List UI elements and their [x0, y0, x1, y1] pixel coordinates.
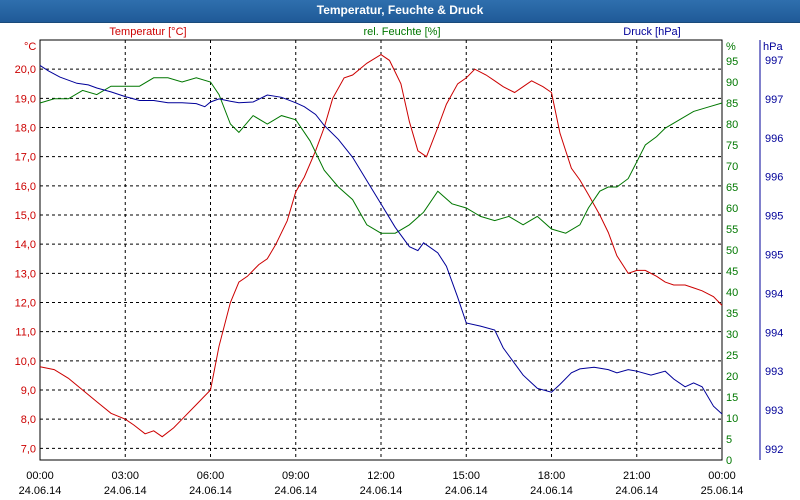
- humidity-tick-label: 50: [726, 245, 738, 257]
- temperature-unit: °C: [24, 41, 36, 53]
- humidity-tick-label: 45: [726, 266, 738, 278]
- temperature-tick-label: 17,0: [15, 152, 36, 164]
- x-tick-date: 24.06.14: [530, 485, 573, 497]
- humidity-tick-label: 0: [726, 455, 732, 467]
- humidity-tick-label: 80: [726, 119, 738, 131]
- pressure-tick-label: 996: [765, 133, 783, 145]
- humidity-tick-label: 70: [726, 161, 738, 173]
- humidity-tick-label: 65: [726, 182, 738, 194]
- temperature-tick-label: 13,0: [15, 268, 36, 280]
- window-title: Temperatur, Feuchte & Druck: [316, 3, 484, 17]
- temperature-tick-label: 7,0: [21, 443, 36, 455]
- pressure-axis-title: Druck [hPa]: [623, 26, 680, 38]
- x-tick-date: 24.06.14: [360, 485, 403, 497]
- x-tick-time: 00:00: [26, 470, 54, 482]
- pressure-tick-label: 997: [765, 94, 783, 106]
- x-tick-date: 24.06.14: [615, 485, 658, 497]
- humidity-tick-label: 85: [726, 98, 738, 110]
- x-tick-date: 24.06.14: [104, 485, 147, 497]
- temperature-tick-label: 18,0: [15, 123, 36, 135]
- temperature-series-line: [39, 54, 723, 438]
- x-tick-time: 21:00: [623, 470, 651, 482]
- x-tick-time: 09:00: [282, 470, 310, 482]
- x-tick-time: 00:00: [708, 470, 736, 482]
- temperature-tick-label: 9,0: [21, 385, 36, 397]
- humidity-tick-label: 20: [726, 371, 738, 383]
- x-tick-date: 24.06.14: [445, 485, 488, 497]
- humidity-tick-label: 95: [726, 56, 738, 68]
- pressure-tick-label: 994: [765, 288, 783, 300]
- humidity-tick-label: 55: [726, 224, 738, 236]
- humidity-unit: %: [726, 41, 736, 53]
- humidity-series-line: [39, 77, 723, 234]
- pressure-tick-label: 997: [765, 55, 783, 67]
- humidity-tick-label: 75: [726, 140, 738, 152]
- humidity-tick-label: 90: [726, 77, 738, 89]
- temperature-tick-label: 14,0: [15, 239, 36, 251]
- temperature-tick-label: 20,0: [15, 64, 36, 76]
- pressure-series-line: [39, 64, 723, 415]
- temperature-tick-label: 19,0: [15, 93, 36, 105]
- humidity-tick-label: 15: [726, 392, 738, 404]
- humidity-tick-label: 10: [726, 413, 738, 425]
- temperature-tick-label: 16,0: [15, 181, 36, 193]
- x-tick-time: 03:00: [111, 470, 139, 482]
- humidity-tick-label: 60: [726, 203, 738, 215]
- x-tick-time: 12:00: [367, 470, 395, 482]
- x-tick-date: 24.06.14: [19, 485, 62, 497]
- x-tick-date: 24.06.14: [274, 485, 317, 497]
- humidity-tick-label: 40: [726, 287, 738, 299]
- title-bar: Temperatur, Feuchte & Druck: [0, 0, 800, 23]
- temperature-tick-label: 12,0: [15, 298, 36, 310]
- humidity-tick-label: 5: [726, 434, 732, 446]
- x-tick-date: 24.06.14: [189, 485, 232, 497]
- humidity-axis-title: rel. Feuchte [%]: [363, 26, 440, 38]
- humidity-tick-label: 25: [726, 350, 738, 362]
- pressure-tick-label: 994: [765, 327, 783, 339]
- temperature-tick-label: 10,0: [15, 356, 36, 368]
- humidity-tick-label: 35: [726, 308, 738, 320]
- x-tick-date: 25.06.14: [701, 485, 744, 497]
- temperature-axis-title: Temperatur [°C]: [109, 26, 186, 38]
- pressure-tick-label: 993: [765, 405, 783, 417]
- pressure-tick-label: 995: [765, 211, 783, 223]
- temperature-tick-label: 11,0: [15, 327, 36, 339]
- pressure-unit: hPa: [763, 41, 783, 53]
- temperature-tick-label: 15,0: [15, 210, 36, 222]
- x-tick-time: 18:00: [538, 470, 566, 482]
- humidity-tick-label: 30: [726, 329, 738, 341]
- x-tick-time: 06:00: [197, 470, 225, 482]
- pressure-tick-label: 996: [765, 172, 783, 184]
- pressure-tick-label: 993: [765, 366, 783, 378]
- temperature-tick-label: 8,0: [21, 414, 36, 426]
- pressure-tick-label: 992: [765, 444, 783, 456]
- pressure-tick-label: 995: [765, 250, 783, 262]
- x-tick-time: 15:00: [452, 470, 480, 482]
